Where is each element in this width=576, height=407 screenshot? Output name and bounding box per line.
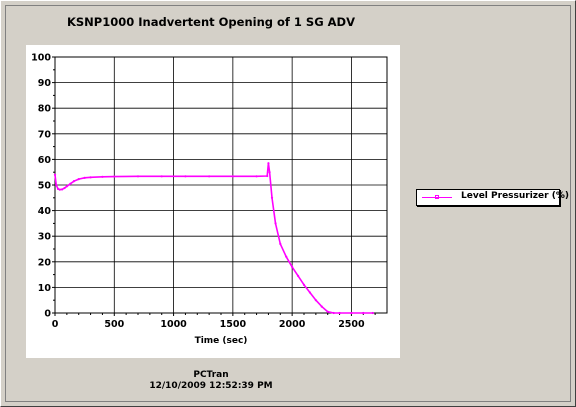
series-point: [160, 175, 163, 178]
legend: Level Pressurizer (%): [416, 189, 569, 206]
series-point: [101, 175, 104, 178]
series-point: [291, 265, 294, 269]
series-point: [267, 162, 270, 165]
series-point: [113, 175, 116, 178]
y-tick-label: 80: [38, 104, 52, 115]
series-point: [61, 188, 64, 191]
y-tick-label: 30: [38, 232, 52, 243]
y-tick-label: 70: [38, 129, 52, 140]
series-point: [72, 180, 76, 183]
series-point: [255, 175, 258, 178]
series-point: [266, 174, 269, 178]
series-point: [231, 175, 234, 178]
legend-line-swatch: [422, 197, 452, 198]
series-point: [65, 185, 68, 188]
x-axis-title: Time (sec): [195, 336, 248, 346]
chart-title: KSNP1000 Inadvertent Opening of 1 SG ADV: [66, 15, 355, 29]
series-point: [58, 188, 61, 191]
series-point: [314, 299, 317, 302]
y-tick-label: 100: [31, 53, 51, 64]
series-point: [308, 291, 312, 294]
footer: PCTran 12/10/2009 12:52:39 PM: [131, 370, 291, 392]
legend-label: Level Pressurizer (%): [461, 191, 569, 201]
series-point: [371, 311, 374, 315]
series-point: [362, 311, 365, 315]
series-point: [332, 311, 335, 315]
series-point: [302, 283, 306, 286]
series-point: [268, 171, 271, 174]
legend-marker-icon: [435, 195, 439, 199]
x-tick-label: 2000: [279, 319, 306, 330]
series-point: [208, 175, 211, 178]
series-point: [274, 222, 277, 225]
series-point: [136, 175, 140, 178]
x-tick-label: 2500: [338, 319, 365, 330]
series-point: [83, 176, 86, 179]
series-point: [53, 173, 57, 176]
footer-timestamp: 12/10/2009 12:52:39 PM: [149, 381, 273, 391]
series-point: [326, 310, 329, 313]
series-point: [270, 196, 274, 199]
series-point: [338, 311, 341, 315]
series-point: [296, 274, 300, 277]
series-point: [89, 176, 92, 179]
series-point: [69, 182, 72, 185]
series-point: [285, 255, 288, 258]
y-tick-label: 10: [38, 283, 52, 294]
y-tick-label: 90: [38, 78, 52, 89]
series-point: [63, 186, 66, 190]
series-point: [184, 175, 187, 178]
y-tick-label: 0: [44, 309, 51, 320]
chart-border: [5, 5, 571, 402]
y-tick-label: 40: [38, 206, 52, 217]
x-tick-label: 1000: [160, 319, 187, 330]
y-tick-label: 50: [38, 181, 52, 192]
series-point: [55, 183, 58, 187]
x-tick-label: 0: [52, 319, 59, 330]
x-tick-label: 1500: [220, 319, 247, 330]
series-point: [350, 311, 353, 315]
series-point: [279, 242, 282, 245]
footer-app-name: PCTran: [193, 370, 229, 380]
y-tick-label: 60: [38, 155, 52, 166]
y-tick-label: 20: [38, 257, 52, 268]
x-tick-label: 500: [104, 319, 124, 330]
plot-panel: 0 10 20 30 40 50 60 70 80 90 100 0 500 1000 1500 2000 25…: [26, 45, 400, 358]
series-point: [56, 187, 60, 190]
series-point: [77, 178, 80, 181]
series-point: [320, 305, 323, 308]
